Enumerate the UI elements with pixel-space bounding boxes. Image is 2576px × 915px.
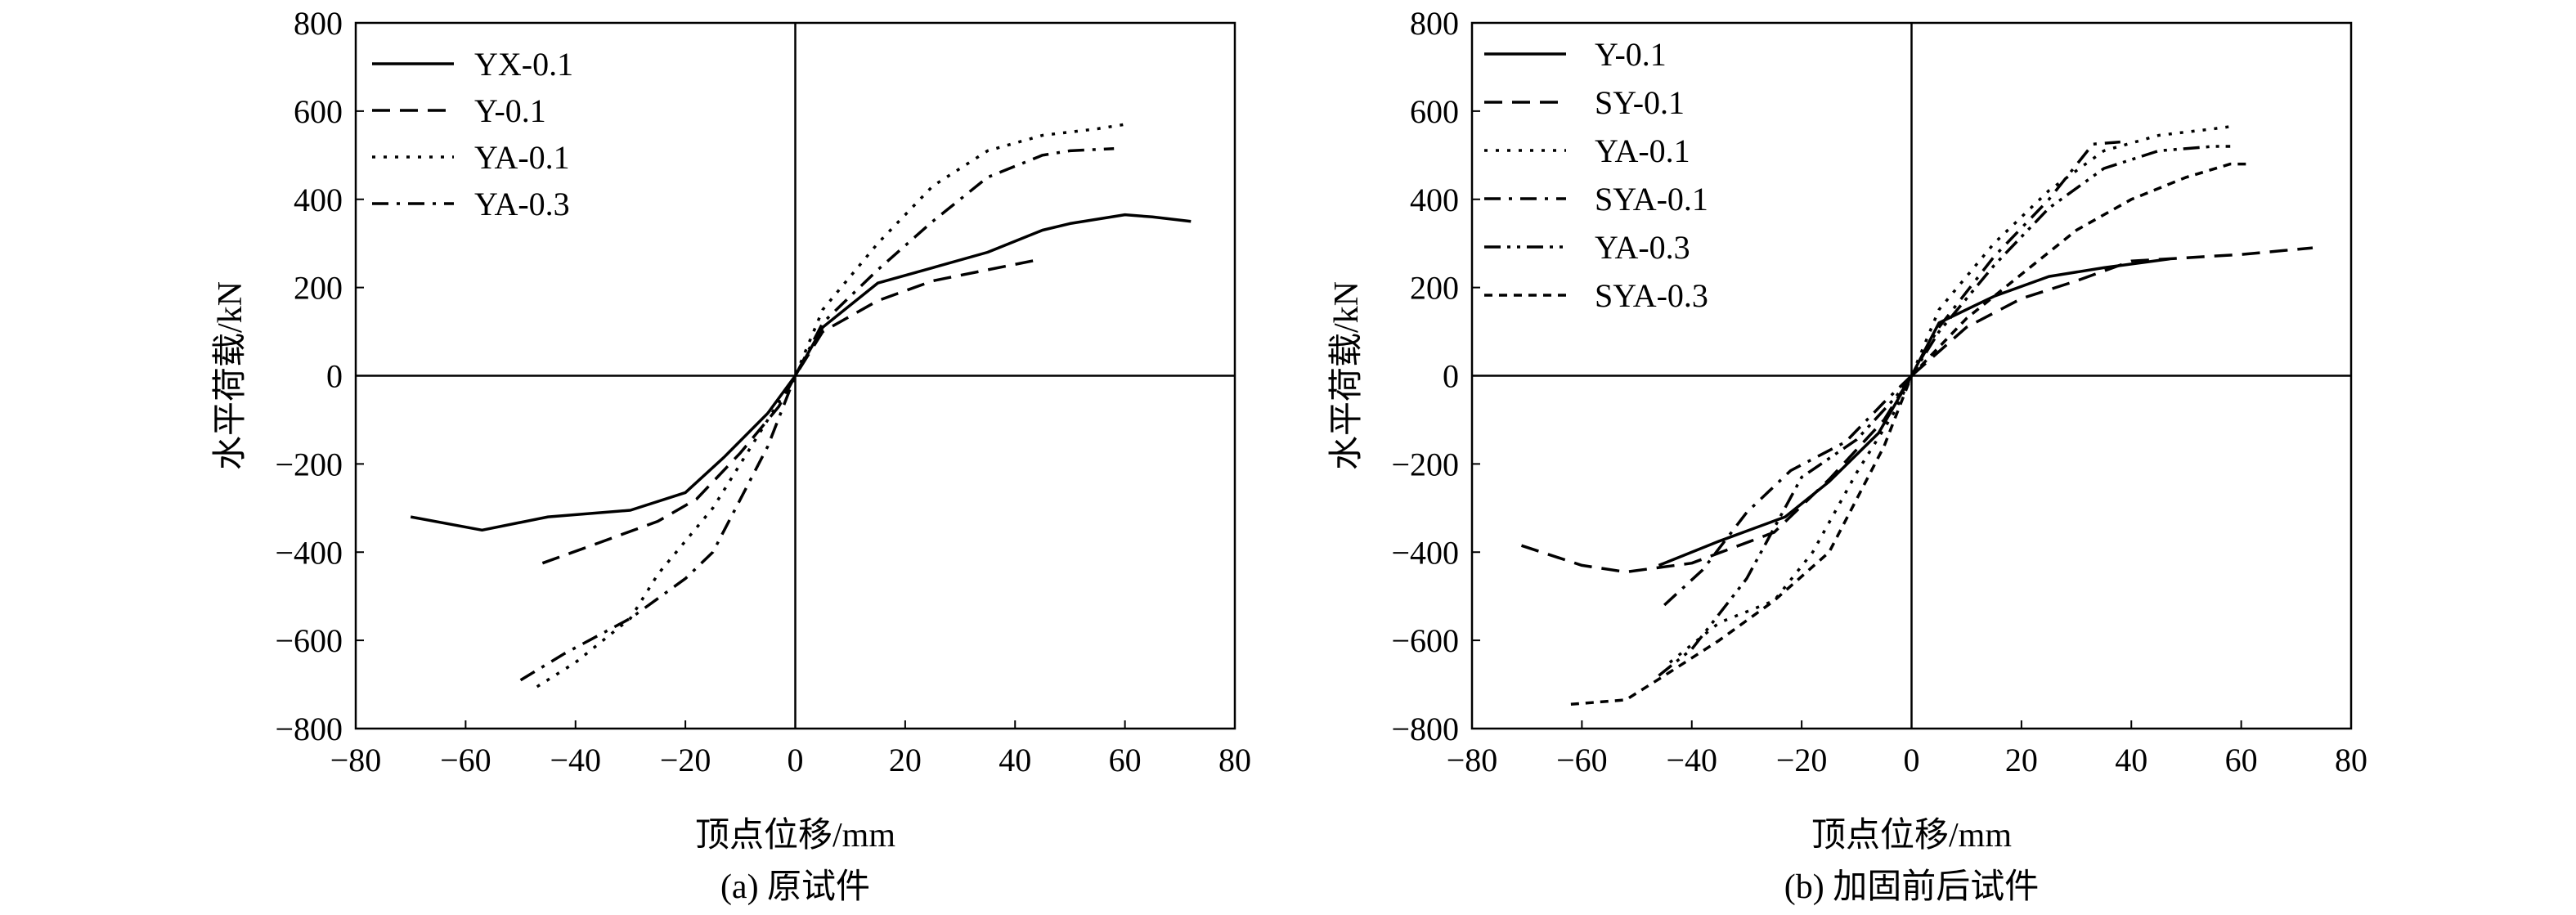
x-tick-label: −80	[330, 742, 382, 778]
legend-entry: Y-0.1	[474, 92, 546, 129]
legend-entry: YX-0.1	[474, 46, 573, 83]
x-tick-label: 60	[1109, 742, 1142, 778]
series-line-ya-0-3	[1658, 145, 2231, 677]
y-tick-label: 200	[294, 270, 343, 307]
x-tick-label: 20	[2005, 742, 2038, 778]
x-tick-label: −40	[550, 742, 601, 778]
series-line-ya-0-1	[536, 123, 1125, 688]
y-tick-label: 0	[1443, 358, 1459, 395]
legend-entry: YA-0.1	[1595, 132, 1690, 169]
y-tick-label: −200	[1391, 446, 1459, 482]
series-line-yx-0-1	[410, 213, 1192, 532]
x-axis-label: 顶点位移/mm	[1811, 816, 2012, 854]
x-tick-label: 0	[788, 742, 804, 778]
y-axis-label: 水平荷载/kN	[212, 281, 249, 470]
chart-panel-a: −80 −60 −40 −20 0 20 40 60 80−800−600−400−200020…	[212, 5, 1251, 906]
legend-entry: YA-0.1	[474, 139, 570, 176]
x-axis-label: 顶点位移/mm	[695, 816, 895, 854]
x-tick-label: 80	[2335, 742, 2367, 778]
x-tick-label: −80	[1447, 742, 1498, 778]
y-tick-label: −600	[1391, 622, 1459, 659]
legend-entry: SY-0.1	[1595, 84, 1685, 121]
y-tick-label: 600	[1410, 93, 1459, 130]
series-line-sya-0-1	[1663, 140, 2120, 607]
y-axis-label: 水平荷载/kN	[1328, 281, 1366, 470]
legend-entry: SYA-0.1	[1595, 181, 1708, 218]
series-line-y-0-1	[541, 257, 1043, 565]
panel-caption: (a) 原试件	[720, 868, 870, 906]
legend-entry: YA-0.3	[474, 186, 570, 222]
y-tick-label: 0	[326, 358, 343, 395]
y-tick-label: −200	[275, 446, 343, 482]
panel-caption: (b) 加固前后试件	[1784, 868, 2039, 906]
y-tick-label: 400	[294, 182, 343, 218]
series-line-ya-0-1	[1668, 125, 2231, 664]
x-tick-label: −60	[440, 742, 491, 778]
legend-entry: Y-0.1	[1595, 36, 1667, 73]
x-tick-label: −60	[1556, 742, 1608, 778]
y-tick-label: −800	[1391, 711, 1459, 747]
y-tick-label: 800	[294, 5, 343, 42]
y-tick-label: 400	[1410, 182, 1459, 218]
x-tick-label: 20	[889, 742, 922, 778]
chart-panel-b: −80 −60 −40 −20 0 20 40 60 80−800−600−400−200020…	[1328, 5, 2367, 906]
x-tick-label: 0	[1904, 742, 1920, 778]
legend-entry: SYA-0.3	[1595, 277, 1708, 314]
x-tick-label: −40	[1666, 742, 1717, 778]
y-tick-label: −400	[275, 534, 343, 571]
y-tick-label: −600	[275, 622, 343, 659]
x-tick-label: −20	[660, 742, 711, 778]
x-tick-label: −20	[1776, 742, 1828, 778]
series-line-sya-0-3	[1570, 162, 2253, 706]
series-line-y-0-1	[1658, 257, 2170, 567]
x-tick-label: 40	[2115, 742, 2147, 778]
y-tick-label: 800	[1410, 5, 1459, 42]
series-line-sy-0-1	[1520, 246, 2313, 574]
x-tick-label: 60	[2225, 742, 2258, 778]
x-tick-label: 40	[999, 742, 1031, 778]
y-tick-label: −800	[275, 711, 343, 747]
x-tick-label: 80	[1218, 742, 1251, 778]
series-line-ya-0-3	[519, 146, 1115, 682]
y-tick-label: −400	[1391, 534, 1459, 571]
legend-entry: YA-0.3	[1595, 229, 1690, 266]
y-tick-label: 200	[1410, 270, 1459, 307]
y-tick-label: 600	[294, 93, 343, 130]
